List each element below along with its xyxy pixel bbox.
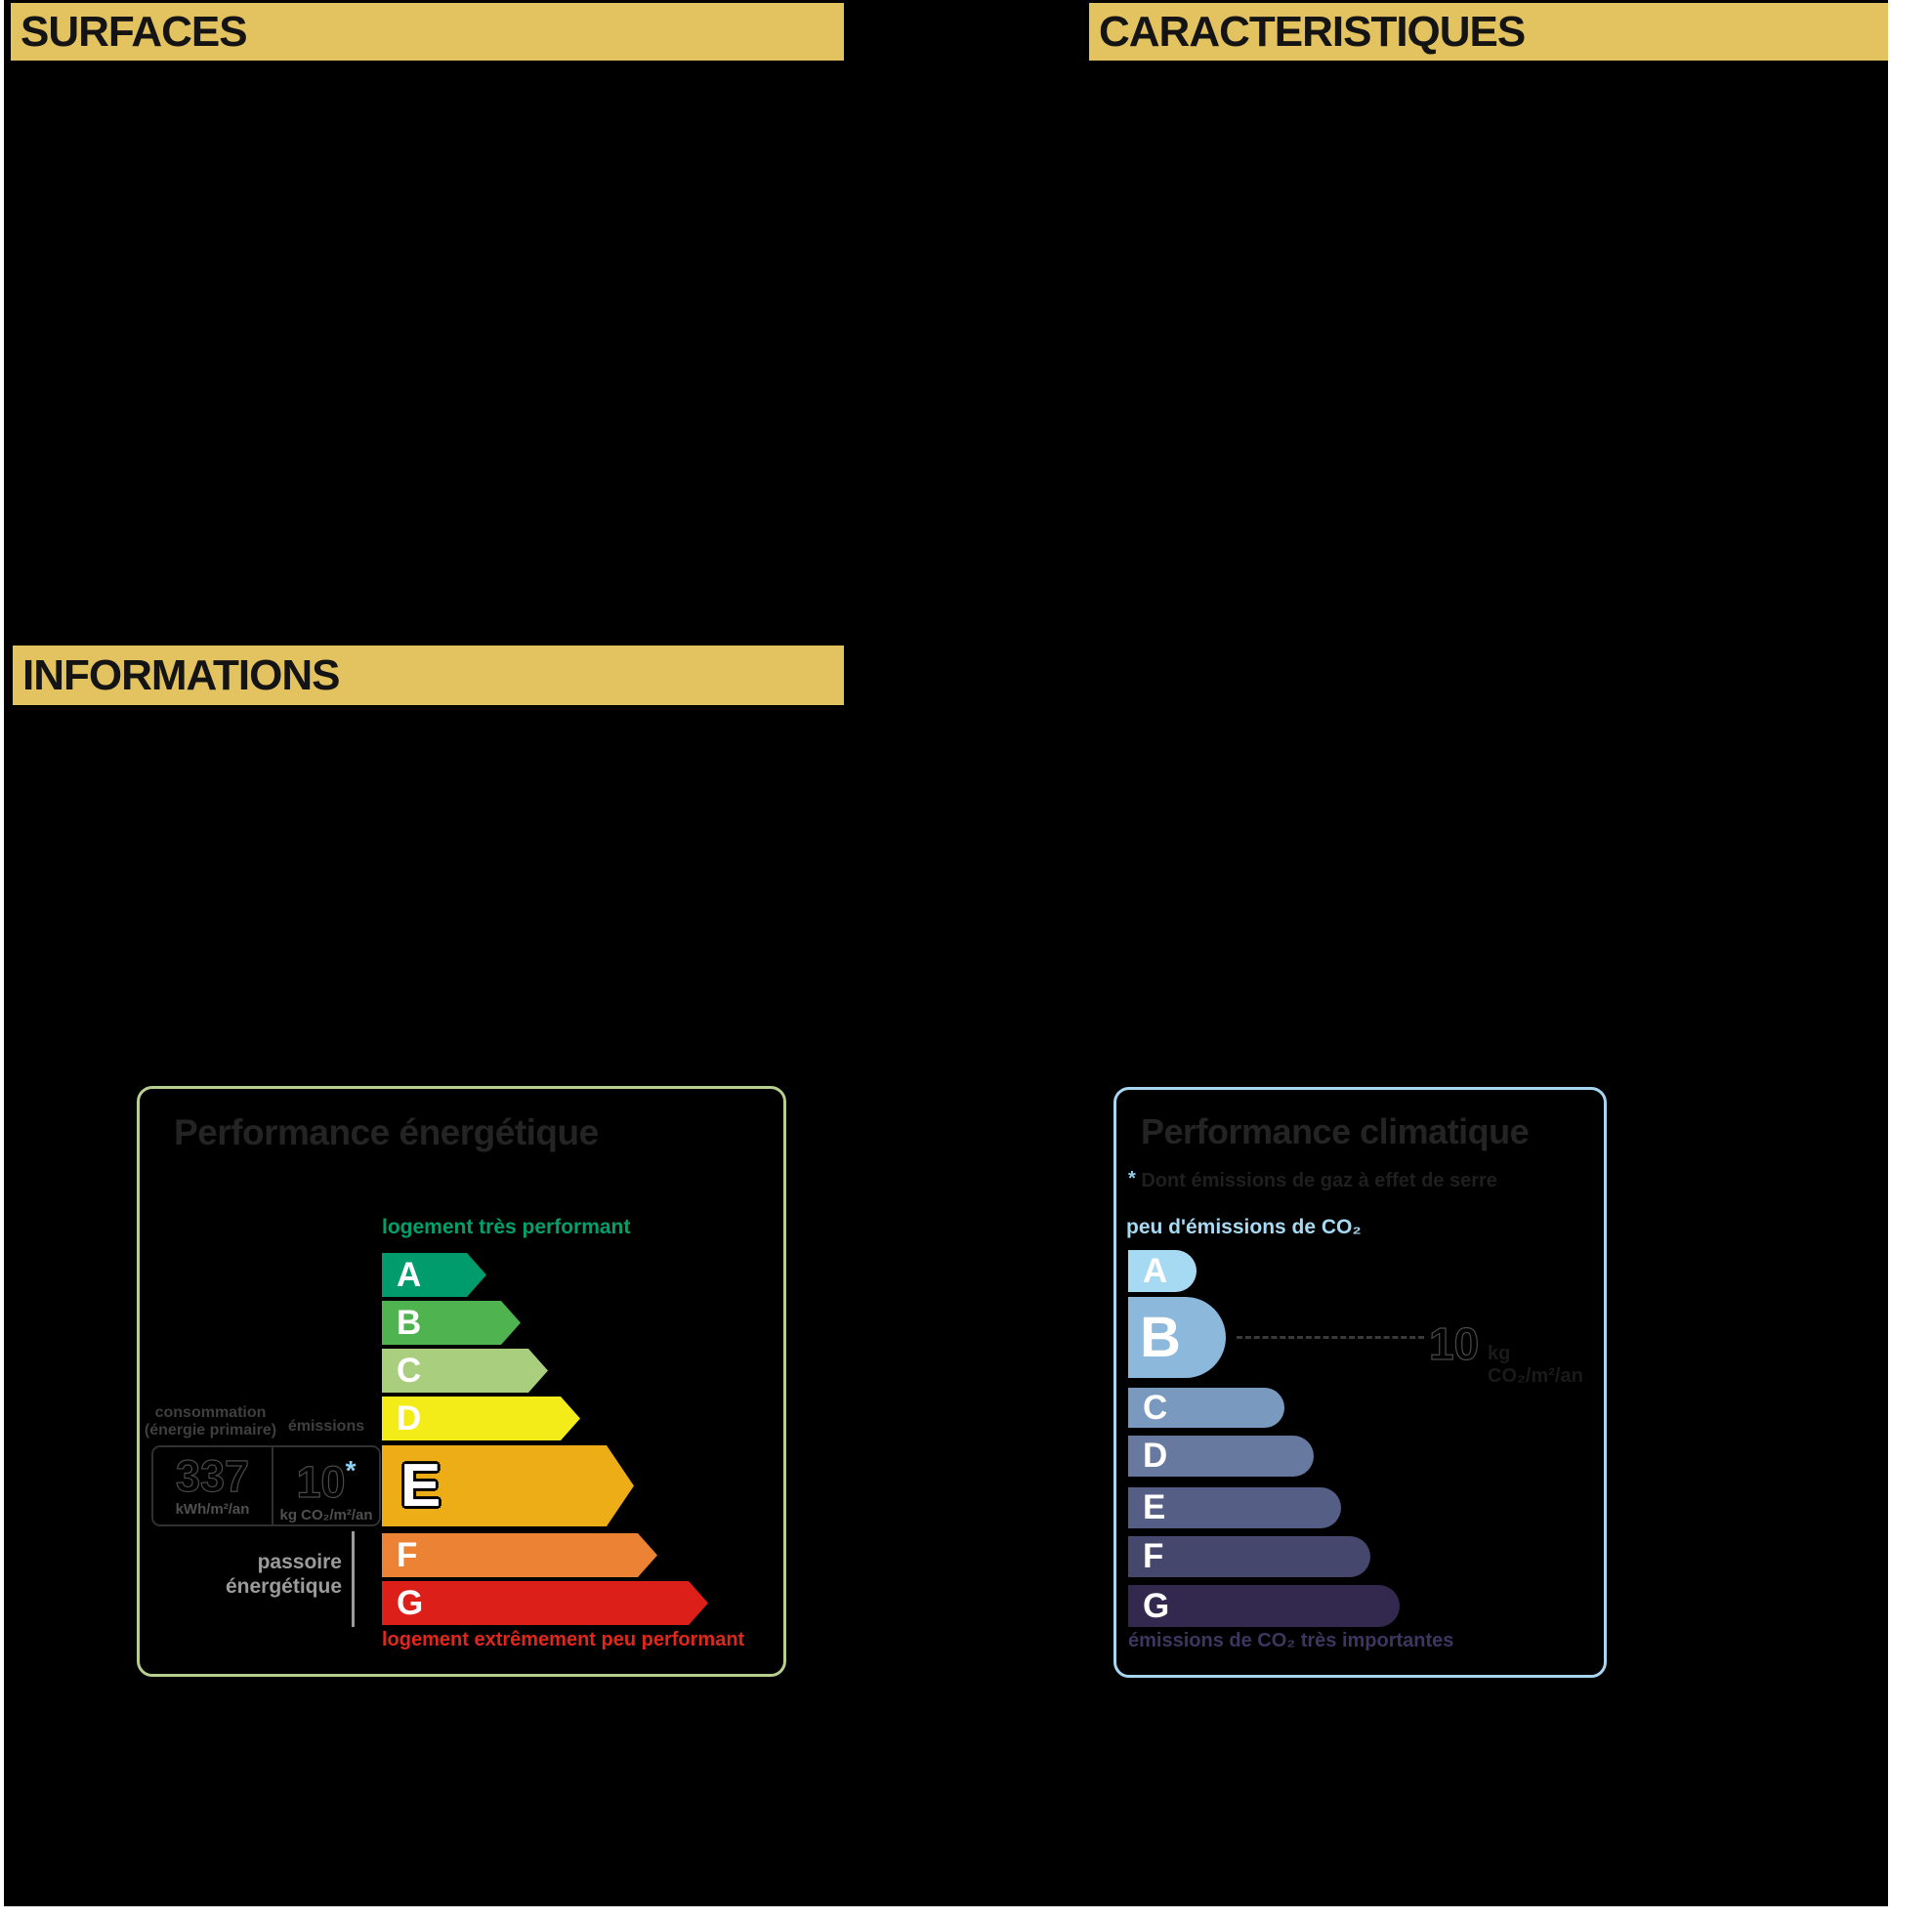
section-header-caracteristiques-label: CARACTERISTIQUES xyxy=(1099,7,1526,56)
energy-bar-letter-F: F xyxy=(397,1536,418,1574)
energy-sink-label: passoire énergétique xyxy=(225,1551,342,1598)
consumption-label-line2: (énergie primaire) xyxy=(144,1422,277,1439)
energy-bar-letter-E: E xyxy=(400,1452,441,1520)
energy-bar-letter-A: A xyxy=(397,1256,422,1294)
climate-bar-letter-A: A xyxy=(1143,1252,1168,1290)
section-header-surfaces: SURFACES xyxy=(11,3,844,61)
energy-bar-letter-C: C xyxy=(397,1352,422,1390)
energy-bottom-label: logement extrêmement peu performant xyxy=(382,1629,745,1650)
energy-bar-E: E xyxy=(382,1445,634,1526)
energy-bar-letter-D: D xyxy=(397,1399,422,1438)
energy-bar-F: F xyxy=(382,1533,657,1577)
section-header-informations-label: INFORMATIONS xyxy=(22,650,340,699)
climate-bar-G: G xyxy=(1128,1585,1400,1627)
climate-subtitle-text: Dont émissions de gaz à effet de serre xyxy=(1141,1170,1497,1191)
climate-performance-chart: Performance climatique * Dont émissions … xyxy=(1113,1087,1607,1678)
climate-bar-letter-C: C xyxy=(1143,1389,1168,1427)
energy-sink-divider xyxy=(352,1531,355,1627)
emissions-asterisk: * xyxy=(345,1455,357,1485)
climate-bar-letter-G: G xyxy=(1143,1587,1170,1625)
climate-chart-title: Performance climatique xyxy=(1141,1111,1530,1151)
climate-bar-letter-B: B xyxy=(1140,1306,1181,1369)
climate-bar-C: C xyxy=(1128,1388,1284,1428)
climate-bar-B: B xyxy=(1128,1297,1226,1378)
energy-bar-B: B xyxy=(382,1301,521,1345)
energy-bar-letter-B: B xyxy=(397,1304,422,1342)
climate-value-unit: kg CO₂/m²/an xyxy=(1488,1343,1583,1387)
consumption-label-line1: consommation xyxy=(154,1404,267,1421)
energy-bar-C: C xyxy=(382,1349,548,1393)
climate-subtitle: * Dont émissions de gaz à effet de serre xyxy=(1128,1168,1497,1192)
energy-bar-D: D xyxy=(382,1397,580,1440)
section-header-informations: INFORMATIONS xyxy=(13,646,844,705)
section-header-caracteristiques: CARACTERISTIQUES xyxy=(1089,3,1888,61)
emissions-unit: kg CO₂/m²/an xyxy=(279,1507,373,1523)
energy-value-box: 337 kWh/m²/an 10* kg CO₂/m²/an xyxy=(151,1445,381,1526)
climate-value: 10 xyxy=(1428,1317,1480,1369)
energy-bar-G: G xyxy=(382,1581,708,1625)
energy-chart-title: Performance énergétique xyxy=(174,1112,599,1152)
emissions-value: 10* xyxy=(296,1455,357,1507)
consumption-unit: kWh/m²/an xyxy=(175,1501,250,1518)
consumption-value: 337 xyxy=(175,1451,250,1501)
energy-top-label: logement très performant xyxy=(382,1216,631,1238)
consumption-cell: 337 kWh/m²/an xyxy=(153,1447,273,1524)
climate-bottom-label: émissions de CO₂ très importantes xyxy=(1128,1630,1454,1651)
emissions-label: émissions xyxy=(287,1418,365,1435)
climate-bar-A: A xyxy=(1128,1250,1197,1292)
climate-top-label: peu d'émissions de CO₂ xyxy=(1126,1216,1362,1238)
climate-bar-letter-D: D xyxy=(1143,1437,1168,1475)
section-header-surfaces-label: SURFACES xyxy=(21,7,248,56)
emissions-cell: 10* kg CO₂/m²/an xyxy=(273,1447,379,1524)
climate-bar-F: F xyxy=(1128,1536,1370,1577)
climate-bar-letter-E: E xyxy=(1143,1488,1166,1526)
climate-subtitle-asterisk: * xyxy=(1128,1168,1136,1189)
climate-bar-letter-F: F xyxy=(1143,1537,1164,1575)
climate-bar-E: E xyxy=(1128,1487,1341,1528)
climate-value-connector xyxy=(1237,1336,1424,1339)
energy-bar-letter-G: G xyxy=(397,1584,424,1622)
energy-performance-chart: Performance énergétique logement très pe… xyxy=(137,1086,786,1677)
climate-bar-D: D xyxy=(1128,1436,1314,1477)
energy-bar-A: A xyxy=(382,1253,486,1297)
